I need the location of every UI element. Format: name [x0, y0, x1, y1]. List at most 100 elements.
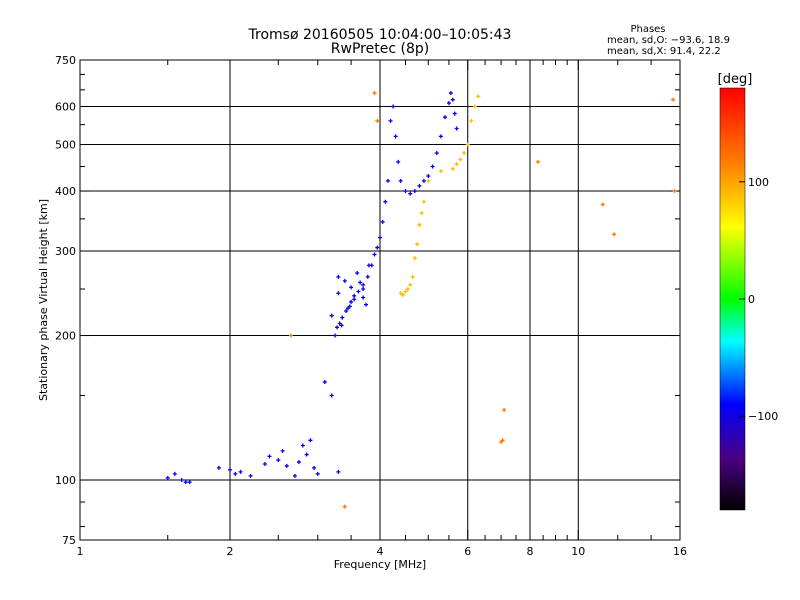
colorbar-tick-label: 0	[748, 293, 755, 306]
data-point	[312, 465, 317, 470]
gridlines	[80, 60, 680, 540]
data-point	[304, 452, 309, 457]
colorbar-label: [deg]	[718, 72, 753, 87]
data-point	[329, 393, 334, 398]
legend-line-o: mean, sd,O: −93.6, 18.9	[607, 35, 730, 46]
data-point	[372, 252, 377, 257]
data-point	[417, 222, 422, 227]
data-point	[296, 460, 301, 465]
data-point	[476, 94, 481, 99]
data-point	[500, 438, 505, 443]
colorbar-tick-label: −100	[748, 410, 778, 423]
data-point	[336, 274, 341, 279]
data-point	[292, 473, 297, 478]
y-tick-label: 100	[55, 474, 76, 487]
axis-ticks	[79, 59, 681, 541]
x-axis-label: Frequency [MHz]	[334, 558, 426, 571]
data-point	[342, 504, 347, 509]
data-point	[452, 111, 457, 116]
data-point	[469, 118, 474, 123]
data-point	[421, 199, 426, 204]
data-point	[405, 287, 410, 292]
data-point	[361, 282, 366, 287]
data-point	[329, 313, 334, 318]
y-tick-label: 600	[55, 101, 76, 114]
data-point	[398, 291, 403, 296]
data-point	[288, 333, 293, 338]
data-point	[383, 199, 388, 204]
data-point	[308, 438, 313, 443]
data-point	[398, 178, 403, 183]
data-point	[358, 280, 363, 285]
data-point	[410, 274, 415, 279]
data-point	[412, 256, 417, 261]
x-tick-label: 6	[464, 545, 471, 558]
data-point	[408, 282, 413, 287]
data-point	[339, 323, 344, 328]
chart-title: Tromsø 20160505 10:04:00–10:05:43	[248, 27, 512, 43]
data-point	[333, 333, 338, 338]
data-point	[172, 471, 177, 476]
colorbar-ticks: −100 0 100	[739, 176, 778, 423]
y-tick-label: 300	[55, 245, 76, 258]
data-point	[349, 299, 354, 304]
data-point	[454, 126, 459, 131]
data-point	[375, 245, 380, 250]
data-point	[349, 285, 354, 290]
data-point	[438, 169, 443, 174]
data-point	[419, 211, 424, 216]
data-point	[446, 101, 451, 106]
data-points	[165, 91, 677, 509]
data-point	[300, 443, 305, 448]
data-point	[442, 115, 447, 120]
data-point	[372, 91, 377, 96]
data-point	[342, 278, 347, 283]
y-tick-label: 750	[55, 54, 76, 67]
data-point	[450, 97, 455, 102]
data-point	[388, 118, 393, 123]
y-tick-label: 500	[55, 139, 76, 152]
data-point	[465, 142, 470, 147]
y-tick-label: 200	[55, 330, 76, 343]
data-point	[393, 134, 398, 139]
data-point	[421, 178, 426, 183]
data-point	[434, 151, 439, 156]
data-point	[267, 454, 272, 459]
data-point	[403, 289, 408, 294]
x-tick-label: 2	[227, 545, 234, 558]
data-point	[233, 471, 238, 476]
data-point	[262, 461, 267, 466]
data-point	[364, 302, 369, 307]
data-point	[352, 297, 357, 302]
data-point	[344, 308, 349, 313]
data-point	[352, 293, 357, 298]
data-point	[365, 274, 370, 279]
x-tick-label: 10	[571, 545, 585, 558]
data-point	[284, 463, 289, 468]
data-point	[187, 480, 192, 485]
data-point	[335, 325, 340, 330]
data-point	[340, 315, 345, 320]
legend-title: Phases	[630, 24, 665, 35]
data-point	[426, 178, 431, 183]
data-point	[375, 118, 380, 123]
data-point	[385, 178, 390, 183]
data-point	[426, 173, 431, 178]
y-tick-label: 400	[55, 185, 76, 198]
data-point	[336, 469, 341, 474]
y-tick-label: 75	[62, 534, 76, 547]
data-point	[535, 159, 540, 164]
data-point	[238, 469, 243, 474]
data-point	[248, 473, 253, 478]
data-point	[408, 191, 413, 196]
colorbar-tick-label: 100	[748, 176, 769, 189]
data-point	[336, 291, 341, 296]
data-point	[276, 458, 281, 463]
x-tick-labels: 1 2 4 6 8 10 16	[77, 545, 688, 558]
data-point	[361, 295, 366, 300]
data-point	[361, 287, 366, 292]
data-point	[450, 166, 455, 171]
data-point	[412, 189, 417, 194]
data-point	[415, 242, 420, 247]
